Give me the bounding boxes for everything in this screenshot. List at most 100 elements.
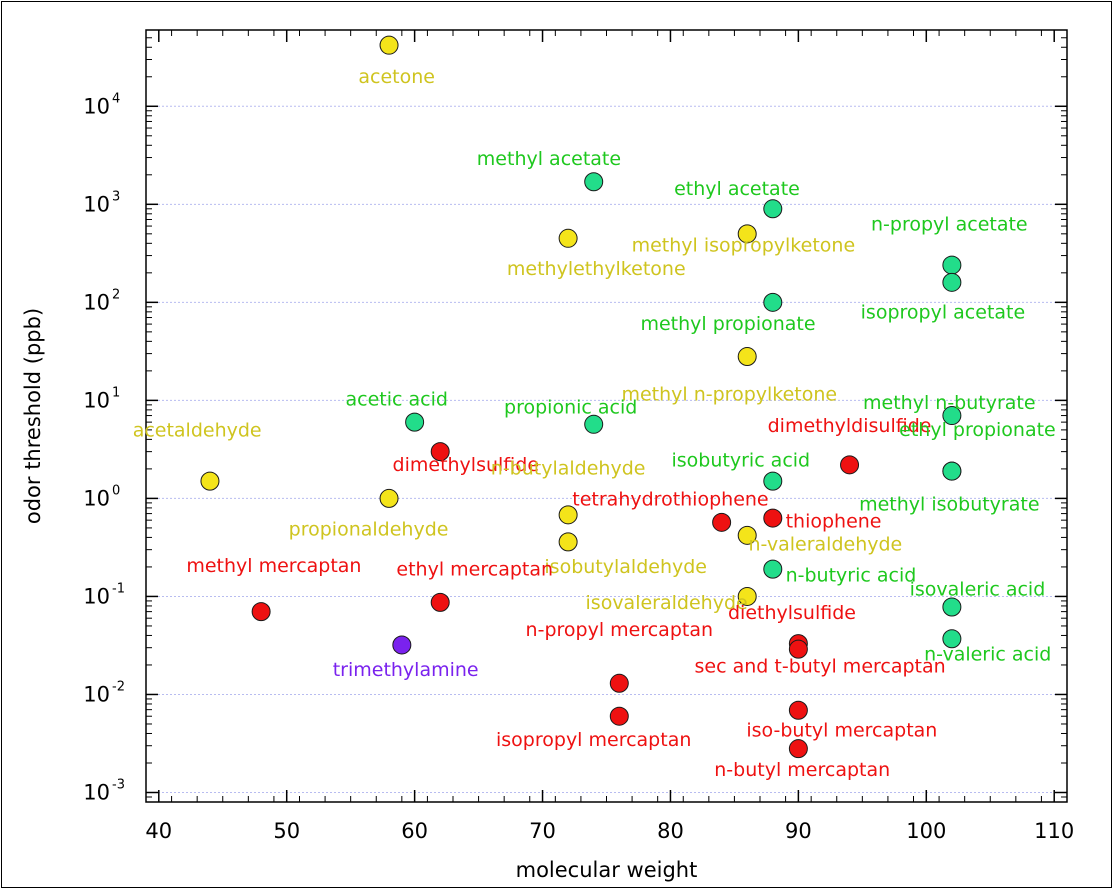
y-tick-label: 10 — [83, 290, 110, 314]
point-label: sec and t-butyl mercaptan — [695, 655, 946, 677]
y-tick-exponent: 0 — [112, 483, 120, 498]
data-point — [763, 508, 783, 528]
point-label: methyl isobutyrate — [859, 493, 1039, 515]
point-label: methyl n-butyrate — [863, 392, 1036, 414]
point-label: propionaldehyde — [289, 519, 449, 541]
data-point — [763, 559, 783, 579]
point-labels: acetone methyl acetate ethyl acetate methyl… — [133, 66, 1056, 781]
y-tick-exponent: -3 — [112, 777, 125, 792]
data-point — [558, 228, 578, 248]
x-tick-label: 60 — [401, 819, 428, 843]
data-point — [430, 442, 450, 462]
point-label: isobutylaldehyde — [544, 556, 707, 578]
point-label: n-butylaldehyde — [491, 457, 646, 479]
point-label: propionic acid — [504, 396, 637, 418]
y-tick-label: 10 — [83, 584, 110, 608]
data-point — [558, 532, 578, 552]
data-point — [788, 739, 808, 759]
data-point — [942, 629, 962, 649]
point-label: n-butyl mercaptan — [714, 759, 890, 781]
y-tick-label: 10 — [83, 388, 110, 412]
data-point — [430, 592, 450, 612]
y-tick-exponent: 3 — [112, 189, 120, 204]
point-label: thiophene — [786, 511, 882, 533]
data-point — [942, 255, 962, 275]
data-point — [788, 700, 808, 720]
x-axis-title: molecular weight — [516, 858, 698, 882]
y-tick-exponent: -2 — [112, 679, 125, 694]
point-label: ethyl acetate — [674, 178, 800, 200]
point-label: n-propyl mercaptan — [526, 619, 713, 641]
point-label: dimethylsulfide — [393, 454, 540, 476]
data-point — [584, 172, 604, 192]
data-point — [712, 512, 732, 532]
data-point — [251, 602, 271, 622]
y-tick-label: 10 — [83, 682, 110, 706]
point-label: acetaldehyde — [133, 420, 262, 442]
point-label: n-propyl acetate — [871, 214, 1028, 236]
y-tick-exponent: -1 — [112, 581, 125, 596]
data-point — [558, 505, 578, 525]
y-tick-exponent: 1 — [112, 385, 120, 400]
x-tick-label: 70 — [529, 819, 556, 843]
x-tick-label: 100 — [906, 819, 946, 843]
x-tick-label: 80 — [657, 819, 684, 843]
data-point — [584, 414, 604, 434]
point-label: ethyl propionate — [899, 419, 1056, 441]
data-point — [609, 673, 629, 693]
point-label: acetic acid — [346, 389, 448, 411]
data-point — [942, 597, 962, 617]
y-tick-label: 10 — [83, 192, 110, 216]
data-point — [405, 412, 425, 432]
point-label: methyl propionate — [640, 313, 815, 335]
data-point — [763, 199, 783, 219]
point-label: isopropyl acetate — [861, 301, 1026, 323]
grid-lines — [146, 105, 1067, 793]
point-label: isovaleric acid — [910, 578, 1046, 600]
point-label: diethylsulfide — [728, 602, 856, 624]
point-label: ethyl mercaptan — [396, 559, 553, 581]
data-point — [737, 347, 757, 367]
y-axis-title: odor threshold (ppb) — [21, 308, 45, 524]
point-label: iso-butyl mercaptan — [746, 719, 937, 741]
y-tick-label: 10 — [83, 780, 110, 804]
y-tick-exponent: 2 — [112, 287, 120, 302]
point-label: dimethyldisulfide — [768, 415, 932, 437]
data-point — [763, 471, 783, 491]
data-point — [609, 706, 629, 726]
point-label: n-valeraldehyde — [748, 533, 902, 555]
data-point — [737, 224, 757, 244]
data-point — [379, 35, 399, 55]
data-point — [840, 455, 860, 475]
data-point — [379, 488, 399, 508]
data-point — [942, 406, 962, 426]
point-label: trimethylamine — [333, 659, 479, 681]
data-point — [942, 272, 962, 292]
point-label: methyl acetate — [477, 148, 621, 170]
data-point — [942, 461, 962, 481]
point-label: acetone — [358, 66, 435, 88]
data-point — [737, 586, 757, 606]
data-point — [763, 292, 783, 312]
x-tick-label: 110 — [1034, 819, 1074, 843]
y-tick-label: 10 — [83, 486, 110, 510]
data-point — [737, 525, 757, 545]
point-label: tetrahydrothiophene — [572, 489, 768, 511]
data-point — [392, 635, 412, 655]
point-label: methyl n-propylketone — [621, 383, 837, 405]
x-tick-label: 40 — [145, 819, 172, 843]
x-tick-label: 90 — [785, 819, 812, 843]
data-point — [200, 471, 220, 491]
point-label: n-butyric acid — [786, 565, 917, 587]
y-tick-exponent: 4 — [112, 91, 120, 106]
point-label: methylethylketone — [507, 258, 686, 280]
point-label: isobutyric acid — [672, 449, 811, 471]
y-tick-label: 10 — [83, 94, 110, 118]
data-point — [788, 639, 808, 659]
x-tick-label: 50 — [273, 819, 300, 843]
data-points — [200, 35, 962, 759]
point-label: isopropyl mercaptan — [496, 729, 691, 751]
